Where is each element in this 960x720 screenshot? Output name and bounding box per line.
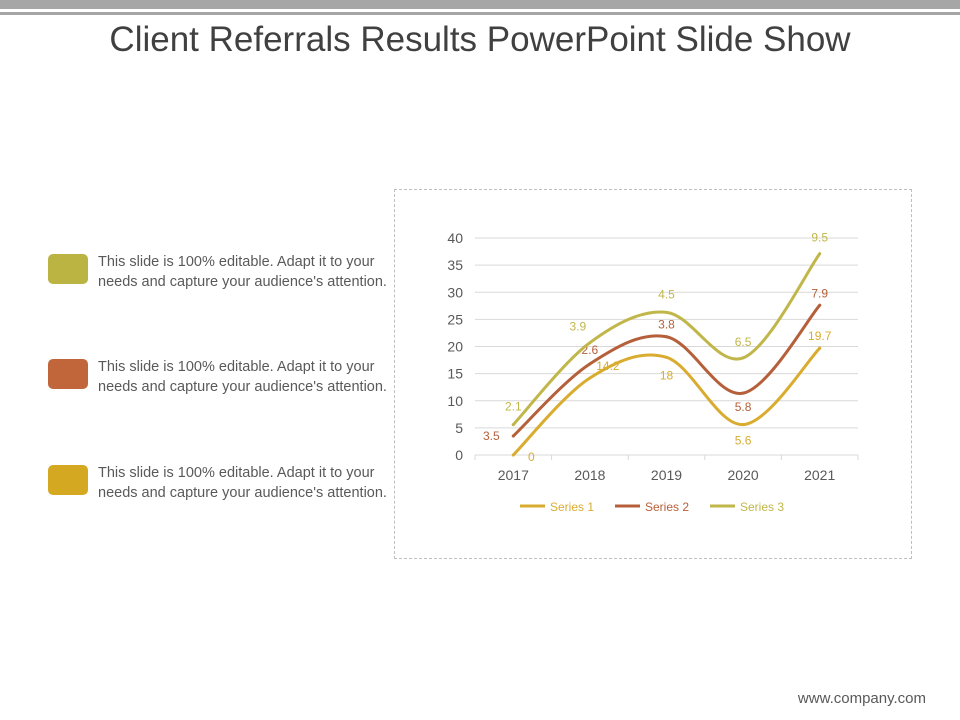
- data-label: 5.8: [735, 400, 752, 414]
- legend-text: This slide is 100% editable. Adapt it to…: [98, 254, 387, 290]
- y-tick-label: 30: [447, 284, 463, 300]
- data-point: [818, 346, 822, 350]
- data-label: 9.5: [811, 231, 828, 245]
- data-label: 2.1: [505, 400, 522, 414]
- data-point: [588, 341, 592, 345]
- y-tick-label: 10: [447, 393, 463, 409]
- y-tick-label: 40: [447, 230, 463, 246]
- data-point: [818, 252, 822, 256]
- legend-item-1: This slide is 100% editable. Adapt it to…: [48, 252, 398, 312]
- data-point: [588, 376, 592, 380]
- legend-text: This slide is 100% editable. Adapt it to…: [98, 465, 387, 501]
- x-tick-label: 2018: [574, 467, 605, 483]
- data-label: 3.9: [570, 320, 587, 334]
- data-label: 19.7: [808, 329, 832, 343]
- slide-title: Client Referrals Results PowerPoint Slid…: [109, 20, 851, 59]
- data-label: 7.9: [811, 286, 828, 300]
- data-point: [511, 423, 515, 427]
- x-tick-label: 2017: [498, 467, 529, 483]
- x-tick-label: 2020: [728, 467, 759, 483]
- legend-item-2: This slide is 100% editable. Adapt it to…: [48, 357, 398, 417]
- series-line-3: [511, 252, 822, 427]
- chart-legend-label: Series 2: [645, 500, 689, 514]
- data-label: 2.6: [582, 343, 599, 357]
- legend-text: This slide is 100% editable. Adapt it to…: [98, 359, 387, 395]
- footer-url: www.company.com: [797, 690, 926, 707]
- legend-swatch-rust: [48, 359, 88, 389]
- data-label: 3.8: [658, 318, 675, 332]
- data-point: [818, 303, 822, 307]
- top-accent-line: [0, 12, 960, 15]
- y-tick-label: 0: [455, 447, 463, 463]
- data-point: [665, 310, 668, 314]
- top-accent-bar: [0, 0, 960, 9]
- line-chart: 0 5 10 15 20 25 30 35 40 2017 2018 2019 2020 2021 0 14.…: [447, 230, 859, 514]
- data-label: 4.5: [658, 287, 675, 301]
- chart-frame: 0 5 10 15 20 25 30 35 40 2017 2018 2019 2020 2021 0 14.…: [394, 189, 912, 559]
- y-tick-label: 25: [447, 311, 463, 327]
- data-point: [665, 355, 668, 359]
- legend-swatch-gold: [48, 465, 88, 495]
- data-point: [665, 335, 668, 339]
- legend-item-3: This slide is 100% editable. Adapt it to…: [48, 463, 398, 523]
- y-tick-label: 35: [447, 257, 463, 273]
- data-point: [741, 423, 745, 427]
- data-point: [511, 453, 515, 457]
- data-point: [588, 362, 592, 366]
- data-label: 14.2: [596, 359, 620, 373]
- legend-swatch-olive: [48, 254, 88, 284]
- series-line-1: [511, 346, 822, 457]
- data-label: 5.6: [735, 434, 752, 448]
- data-label: 6.5: [735, 335, 752, 349]
- chart-legend-label: Series 3: [740, 500, 784, 514]
- y-tick-label: 5: [455, 420, 463, 436]
- data-label: 0: [528, 450, 535, 464]
- data-point: [741, 391, 745, 395]
- x-tick-label: 2021: [804, 467, 835, 483]
- data-label: 18: [660, 368, 674, 382]
- data-point: [741, 356, 745, 360]
- y-tick-label: 15: [447, 366, 463, 382]
- chart-legend-label: Series 1: [550, 500, 594, 514]
- y-tick-label: 20: [447, 339, 463, 355]
- x-tick-label: 2019: [651, 467, 682, 483]
- data-label: 3.5: [483, 429, 500, 443]
- data-point: [511, 434, 515, 438]
